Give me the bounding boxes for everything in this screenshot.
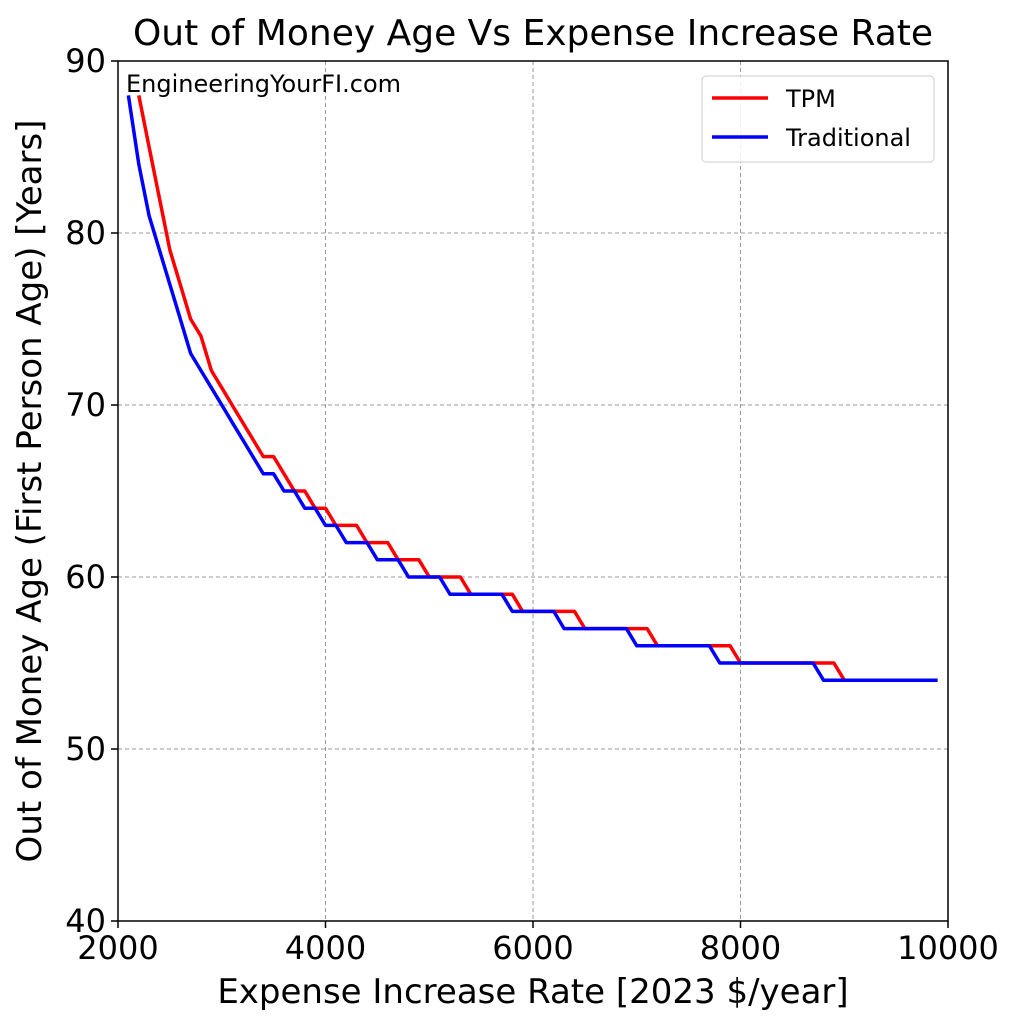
x-tick-label: 6000 <box>492 929 573 967</box>
grid-lines <box>118 61 948 921</box>
series-line-traditional <box>126 95 938 682</box>
y-tick-label: 70 <box>65 386 106 424</box>
y-tick-label: 50 <box>65 730 106 768</box>
y-tick-label: 60 <box>65 558 106 596</box>
y-axis-label: Out of Money Age (First Person Age) [Yea… <box>10 120 50 863</box>
legend-label: Traditional <box>785 124 911 152</box>
chart-title: Out of Money Age Vs Expense Increase Rat… <box>133 13 933 54</box>
y-tick-label: 80 <box>65 214 106 252</box>
x-tick-label: 10000 <box>897 929 999 967</box>
y-axis: 40 50 60 70 80 90 <box>65 42 118 940</box>
x-tick-label: 4000 <box>285 929 366 967</box>
x-tick-label: 8000 <box>700 929 781 967</box>
legend-label: TPM <box>785 85 836 113</box>
series-layer <box>126 95 938 682</box>
x-axis: 2000 4000 6000 8000 10000 <box>77 921 999 967</box>
x-axis-label: Expense Increase Rate [2023 $/year] <box>217 972 848 1012</box>
watermark-text: EngineeringYourFI.com <box>126 70 401 98</box>
legend: TPM Traditional <box>701 75 935 163</box>
y-tick-label: 90 <box>65 42 106 80</box>
x-tick-label: 2000 <box>77 929 158 967</box>
y-tick-label: 40 <box>65 902 106 940</box>
